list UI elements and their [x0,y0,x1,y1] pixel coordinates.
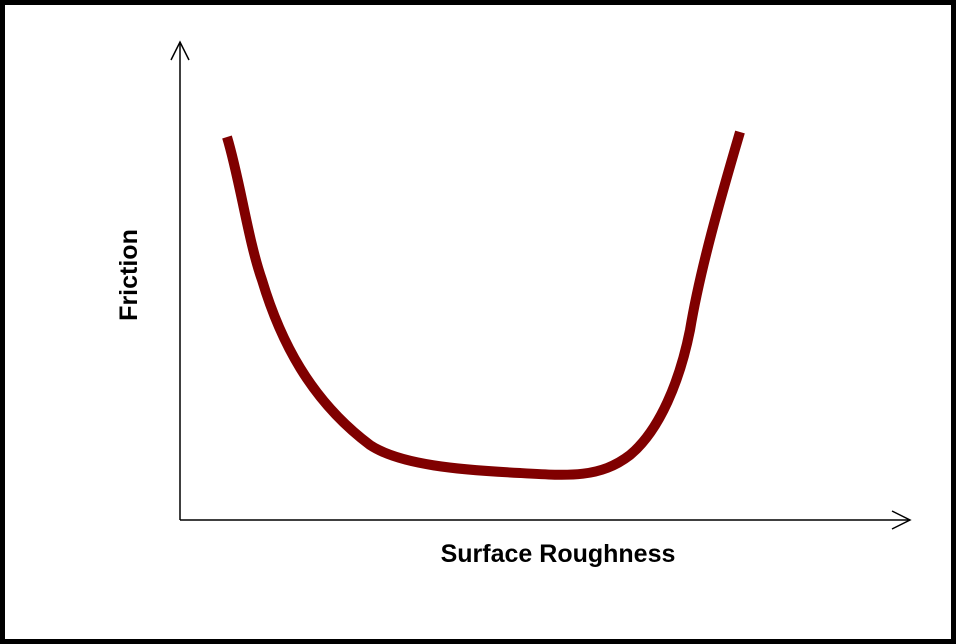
x-axis-arrow [891,510,912,530]
friction-curve [222,130,745,480]
y-axis-arrow [170,40,190,61]
x-axis-label: Surface Roughness [441,540,676,568]
y-axis-label: Friction [115,229,143,321]
